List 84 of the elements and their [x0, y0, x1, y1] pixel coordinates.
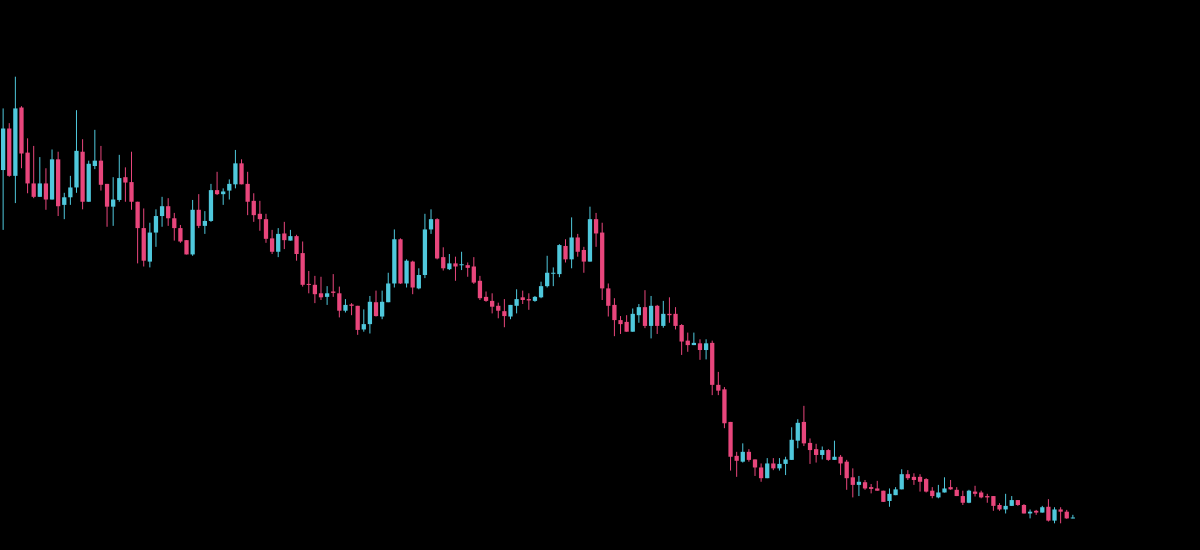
candlestick	[111, 176, 116, 227]
candlestick	[917, 473, 923, 493]
candlestick	[593, 212, 599, 248]
candlestick	[337, 286, 342, 318]
candlestick	[703, 338, 709, 360]
candlestick	[318, 276, 324, 301]
candlestick	[459, 251, 464, 271]
candlestick	[832, 440, 837, 461]
candlestick	[734, 451, 739, 478]
candlestick	[679, 323, 684, 356]
candlestick	[386, 272, 391, 303]
candlestick	[758, 462, 764, 483]
candlestick	[282, 221, 287, 250]
candlestick	[795, 418, 800, 449]
candlestick	[869, 483, 874, 494]
candlestick	[62, 192, 67, 220]
candlestick	[801, 405, 807, 447]
candlestick	[752, 458, 758, 477]
candlestick	[202, 210, 207, 235]
candlestick	[490, 292, 495, 314]
candlestick	[104, 183, 110, 228]
candlestick	[263, 213, 269, 244]
candlestick	[239, 158, 244, 185]
candlestick	[37, 156, 42, 198]
candlestick	[1003, 493, 1008, 514]
candlestick	[416, 267, 421, 290]
candlestick	[31, 145, 36, 199]
candlestick	[166, 197, 171, 227]
candlestick	[214, 171, 220, 196]
candlestick	[269, 229, 275, 255]
candlestick	[569, 216, 574, 269]
candlestick	[477, 275, 483, 301]
candlestick	[844, 459, 849, 491]
candlestick	[545, 255, 550, 288]
candlestick	[1046, 498, 1051, 523]
candlestick	[43, 167, 49, 211]
candlestick	[642, 289, 648, 329]
candlestick	[471, 256, 476, 285]
candlestick	[648, 295, 654, 339]
candlestick	[911, 472, 917, 486]
candlestick	[227, 178, 232, 201]
candlestick	[276, 227, 281, 258]
candlestick	[453, 256, 458, 282]
candlestick	[117, 154, 122, 203]
candlestick	[740, 442, 745, 464]
candlestick	[807, 437, 813, 465]
candlestick	[196, 193, 201, 229]
candlestick	[379, 290, 385, 320]
candlestick	[612, 297, 617, 337]
candlestick	[563, 238, 568, 263]
candlestick	[716, 371, 721, 396]
candlestick	[697, 338, 703, 361]
candlestick	[153, 208, 159, 248]
candlestick	[294, 234, 299, 262]
candlestick	[655, 304, 660, 335]
candlestick	[324, 285, 330, 306]
candlestick	[502, 298, 507, 328]
candlestick	[404, 258, 409, 288]
candlestick	[172, 212, 177, 242]
candlestick	[838, 454, 843, 476]
candlestick	[606, 282, 611, 318]
candlestick	[367, 295, 373, 334]
candlestick	[233, 149, 238, 189]
candlestick	[245, 171, 250, 216]
candlestick	[575, 233, 580, 258]
candlestick	[551, 266, 556, 287]
candlestick	[581, 246, 586, 274]
candlestick	[661, 300, 666, 329]
candlestick	[428, 208, 434, 235]
candlestick	[312, 275, 318, 304]
candlestick	[856, 475, 862, 497]
candlestick	[441, 246, 446, 272]
candlestick	[68, 175, 73, 206]
candlestick	[483, 291, 489, 303]
candlestick	[850, 467, 855, 498]
candlestick	[159, 196, 165, 228]
candlestick	[373, 290, 379, 318]
candlestick	[251, 192, 256, 223]
candlestick	[783, 456, 788, 476]
candlestick	[789, 426, 794, 461]
candlestick	[636, 303, 641, 324]
candlestick	[306, 270, 311, 294]
candlestick	[813, 443, 819, 464]
candlestick	[630, 307, 635, 333]
